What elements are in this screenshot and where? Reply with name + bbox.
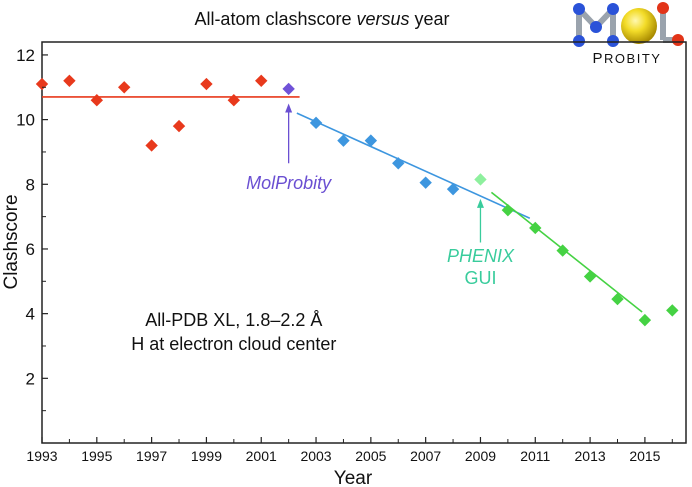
x-tick-label: 1993 [26,448,57,464]
data-point [200,77,213,91]
data-point [172,119,186,133]
x-tick-label: 2011 [520,448,550,464]
data-point [446,182,460,196]
y-tick-label: 6 [26,240,35,259]
data-point [255,74,268,88]
data-point [638,313,652,327]
y-tick-label: 8 [26,175,35,194]
logo-atom [607,3,619,15]
data-point [529,221,542,235]
logo-atom [657,2,669,14]
x-tick-label: 2009 [465,448,496,464]
annotation-arrowhead [285,103,293,113]
annotation-label: MolProbity [246,173,332,193]
x-tick-label: 2015 [629,448,660,464]
data-point [282,82,295,96]
plot-note: All-PDB XL, 1.8–2.2 Å H at electron cloud… [131,310,336,354]
y-tick-label: 10 [16,111,35,130]
y-axis-ticks: 2 4 6 8 10 12 [16,46,48,412]
data-point [501,203,515,217]
data-point [118,81,131,94]
y-tick-label: 12 [16,46,35,65]
data-point [364,134,378,147]
logo-atom [590,21,602,33]
logo-atom [607,35,619,47]
data-point [90,94,104,107]
logo-atom [672,34,684,46]
logo-sphere [621,8,657,44]
x-tick-label: 1997 [136,448,167,464]
x-axis-label: Year [334,468,373,487]
logo-atom [573,35,585,47]
x-tick-label: 1999 [191,448,222,464]
annotation-arrowhead [476,198,484,208]
data-point [227,94,241,107]
data-point [556,244,569,257]
data-point [63,74,76,88]
x-axis-ticks: 1993 1995 1997 1999 2001 2003 2005 2007 2009 2011… [26,437,673,464]
trendlines [42,96,643,313]
x-tick-label: 2003 [300,448,331,464]
annotation-label: GUI [464,268,496,288]
x-tick-label: 2007 [410,448,441,464]
data-point [309,116,323,130]
y-axis-label: Clashscore [1,194,22,289]
trendline [296,112,531,219]
y-tick-label: 2 [26,369,35,388]
data-point [35,77,49,91]
data-point [419,176,432,189]
data-point [145,139,158,152]
x-tick-label: 2005 [355,448,386,464]
molprobity-logo: PROBITY [567,0,686,67]
plot-frame [41,41,687,444]
x-tick-label: 2001 [246,448,277,464]
data-point [337,134,350,147]
x-tick-label: 2013 [575,448,606,464]
data-point [474,173,487,186]
chart-title: All-atom clashscore versus year [194,9,449,29]
plot-note-line: H at electron cloud center [131,334,336,354]
annotation-label: PHENIX [447,246,515,266]
data-points [35,74,679,327]
logo-wordmark: PROBITY [593,50,662,67]
y-tick-label: 4 [26,305,35,324]
data-point [583,270,597,283]
data-point [611,292,624,306]
data-point [392,157,405,170]
logo-atom [573,3,585,15]
data-point [666,304,679,317]
x-tick-label: 1995 [81,448,112,464]
plot-note-line: All-PDB XL, 1.8–2.2 Å [145,310,322,330]
